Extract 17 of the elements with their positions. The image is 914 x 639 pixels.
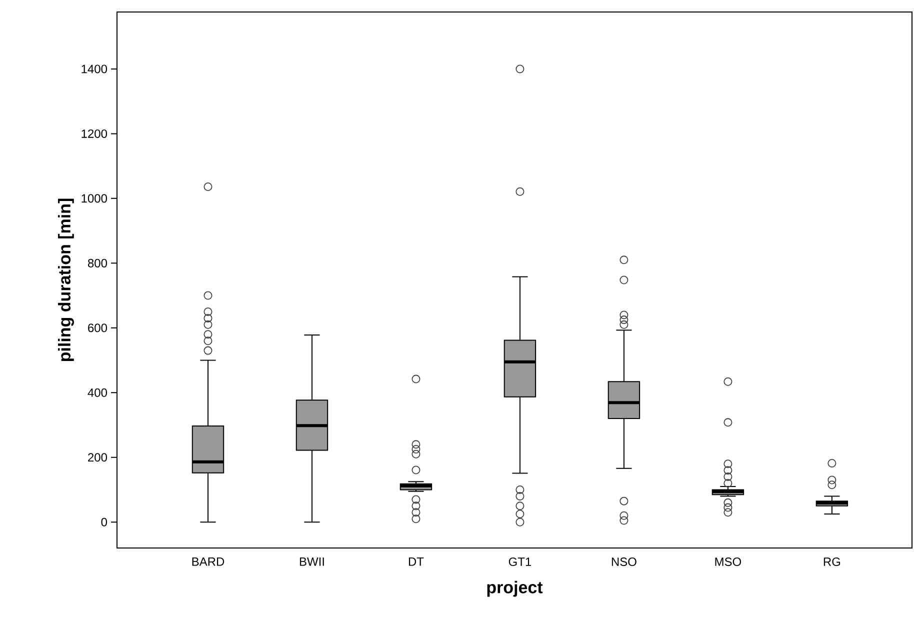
x-tick-label: MSO bbox=[715, 558, 742, 566]
x-axis-title: project bbox=[487, 580, 543, 597]
y-tick-label: 1000 bbox=[82, 194, 108, 203]
y-axis-title: piling duration [min] bbox=[58, 198, 74, 362]
x-tick-label: DT bbox=[408, 558, 424, 566]
x-tick-label: RG bbox=[824, 558, 840, 566]
y-tick-label: 400 bbox=[88, 388, 108, 397]
y-tick-label: 600 bbox=[88, 324, 108, 332]
y-tick-label: 0 bbox=[101, 518, 108, 526]
y-tick-label: 800 bbox=[88, 258, 108, 268]
x-tick-label: BWII bbox=[300, 558, 324, 566]
y-tick-label: 1200 bbox=[82, 129, 108, 138]
y-tick-label: 1400 bbox=[82, 64, 108, 74]
x-tick-label: GT1 bbox=[508, 558, 532, 566]
x-tick-label: NSO bbox=[612, 558, 636, 566]
x-tick-label: BARD bbox=[192, 558, 224, 566]
y-tick-label: 200 bbox=[88, 453, 108, 462]
